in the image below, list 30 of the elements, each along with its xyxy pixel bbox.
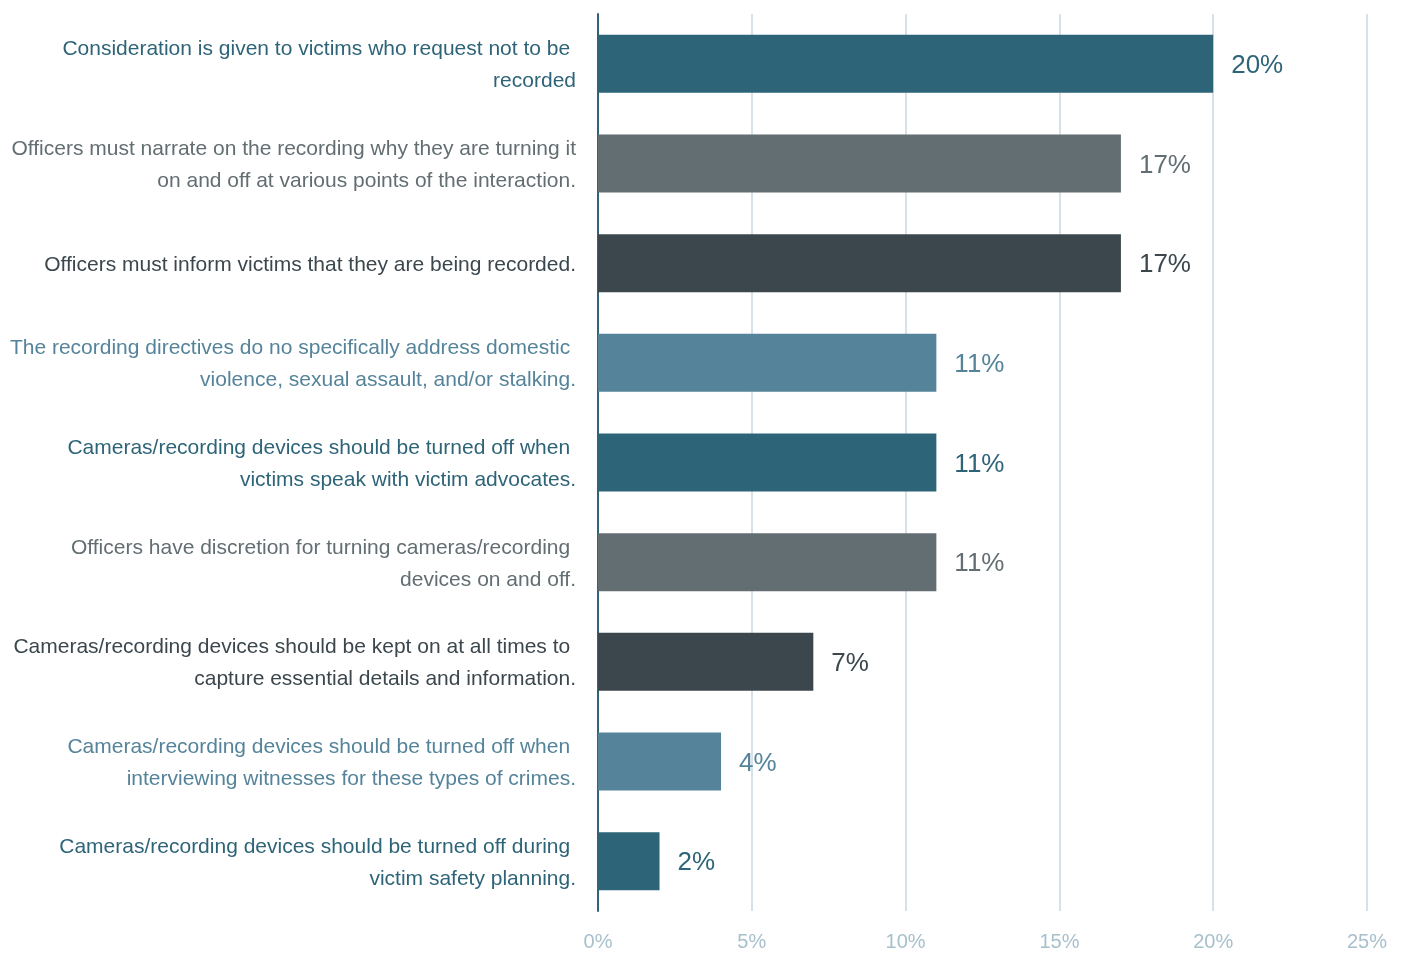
bar [598,333,937,392]
x-tick-label: 25% [1346,930,1388,952]
data-label: 17% [1138,148,1191,179]
x-tick-label: 5% [737,930,767,952]
y-tick-label: The recording directives do no specifically address domestic violence, sexual assault, and/or stalking. [9,335,576,391]
y-tick-label: Cameras/recording devices should be kept on at all times to capture essential details and information. [13,634,576,690]
data-label: 2% [677,846,716,877]
bar [598,134,1121,193]
data-label: 11% [954,547,1005,578]
data-label: 4% [739,746,777,777]
data-label: 20% [1231,48,1284,79]
data-label: 17% [1138,248,1191,279]
y-tick-label: Cameras/recording devices should be turned off when victims speak with victim advocates. [67,435,576,490]
y-tick-label: Officers must narrate on the recording why they are turning it on and off at various points of the interaction. [11,136,577,191]
bar [598,234,1121,293]
y-tick-label: Cameras/recording devices should be turned off when interviewing witnesses for these types of crimes. [67,734,576,789]
y-tick-label: Officers must inform victims that they are being recorded. [44,251,576,275]
bar [598,632,814,691]
x-tick-label: 15% [1039,930,1080,952]
x-tick-label: 0% [583,930,613,952]
data-label: 7% [831,646,869,677]
y-tick-label: Consideration is given to victims who request not to be recorded [62,36,576,92]
data-label: 11% [954,347,1005,378]
bar [598,533,937,592]
x-tick-label: 10% [885,930,926,952]
y-tick-label: Officers have discretion for turning cameras/recording devices on and off. [70,534,576,590]
x-tick-label: 20% [1193,930,1234,952]
bar [598,732,722,791]
y-tick-label: Cameras/recording devices should be turned off during victim safety planning. [59,833,576,889]
data-label: 11% [954,447,1005,478]
